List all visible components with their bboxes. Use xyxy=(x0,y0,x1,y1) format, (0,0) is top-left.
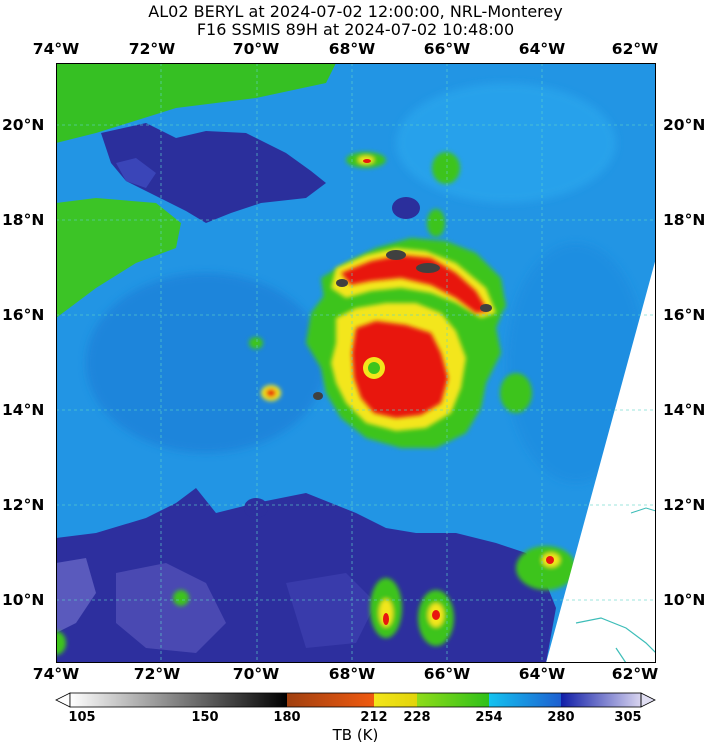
colorbar-tick: 180 xyxy=(273,710,301,725)
lon-label-bottom: 70°W xyxy=(232,665,280,683)
land-north-coast xyxy=(56,63,336,143)
colorbar-tick: 254 xyxy=(475,710,503,725)
graticule xyxy=(56,63,656,663)
lat-label-left: 14°N xyxy=(2,401,45,419)
colorbar-label: TB (K) xyxy=(332,726,379,744)
lon-label-top: 62°W xyxy=(611,40,659,58)
cold-spot xyxy=(480,304,492,312)
lon-label-bottom: 74°W xyxy=(32,665,80,683)
lat-label-left: 10°N xyxy=(2,591,45,609)
lon-label-top: 66°W xyxy=(423,40,471,58)
cold-spot xyxy=(416,263,440,273)
lon-label-bottom: 66°W xyxy=(423,665,471,683)
land-hispaniola xyxy=(101,123,326,223)
colorbar-tick: 212 xyxy=(360,710,388,725)
colorbar-tick: 305 xyxy=(614,710,642,725)
lat-label-right: 10°N xyxy=(663,591,706,609)
colorbar-tick: 228 xyxy=(403,710,431,725)
storm-red-core xyxy=(352,321,448,418)
storm-eye xyxy=(368,362,380,374)
lat-label-right: 12°N xyxy=(663,496,706,514)
satellite-map xyxy=(56,63,656,663)
lat-label-left: 18°N xyxy=(2,211,45,229)
lon-label-top: 74°W xyxy=(32,40,80,58)
lat-label-left: 16°N xyxy=(2,306,45,324)
map-title-line-2: F16 SSMIS 89H at 2024-07-02 10:48:00 xyxy=(196,20,515,39)
lat-label-right: 16°N xyxy=(663,306,706,324)
cold-spot xyxy=(313,392,323,400)
land-west-green xyxy=(56,198,181,318)
colorbar-tick: 150 xyxy=(191,710,219,725)
lon-label-bottom: 68°W xyxy=(328,665,376,683)
lon-label-bottom: 62°W xyxy=(611,665,659,683)
lat-label-right: 18°N xyxy=(663,211,706,229)
lon-label-top: 64°W xyxy=(518,40,566,58)
lon-label-top: 70°W xyxy=(232,40,280,58)
colorbar-tick: 105 xyxy=(68,710,96,725)
no-data-swath xyxy=(546,258,656,663)
lat-label-right: 20°N xyxy=(663,116,706,134)
lon-label-top: 68°W xyxy=(328,40,376,58)
colorbar xyxy=(55,692,656,708)
cold-spot xyxy=(336,279,348,287)
lat-label-left: 20°N xyxy=(2,116,45,134)
land-puerto-rico-patch xyxy=(392,197,420,219)
map-frame xyxy=(56,63,656,663)
colorbar-tick: 280 xyxy=(547,710,575,725)
lon-label-bottom: 64°W xyxy=(518,665,566,683)
lat-label-left: 12°N xyxy=(2,496,45,514)
lon-label-bottom: 72°W xyxy=(133,665,181,683)
cold-spot xyxy=(386,250,406,260)
lat-label-right: 14°N xyxy=(663,401,706,419)
lon-label-top: 72°W xyxy=(128,40,176,58)
map-title-line-1: AL02 BERYL at 2024-07-02 12:00:00, NRL-M… xyxy=(148,2,563,21)
